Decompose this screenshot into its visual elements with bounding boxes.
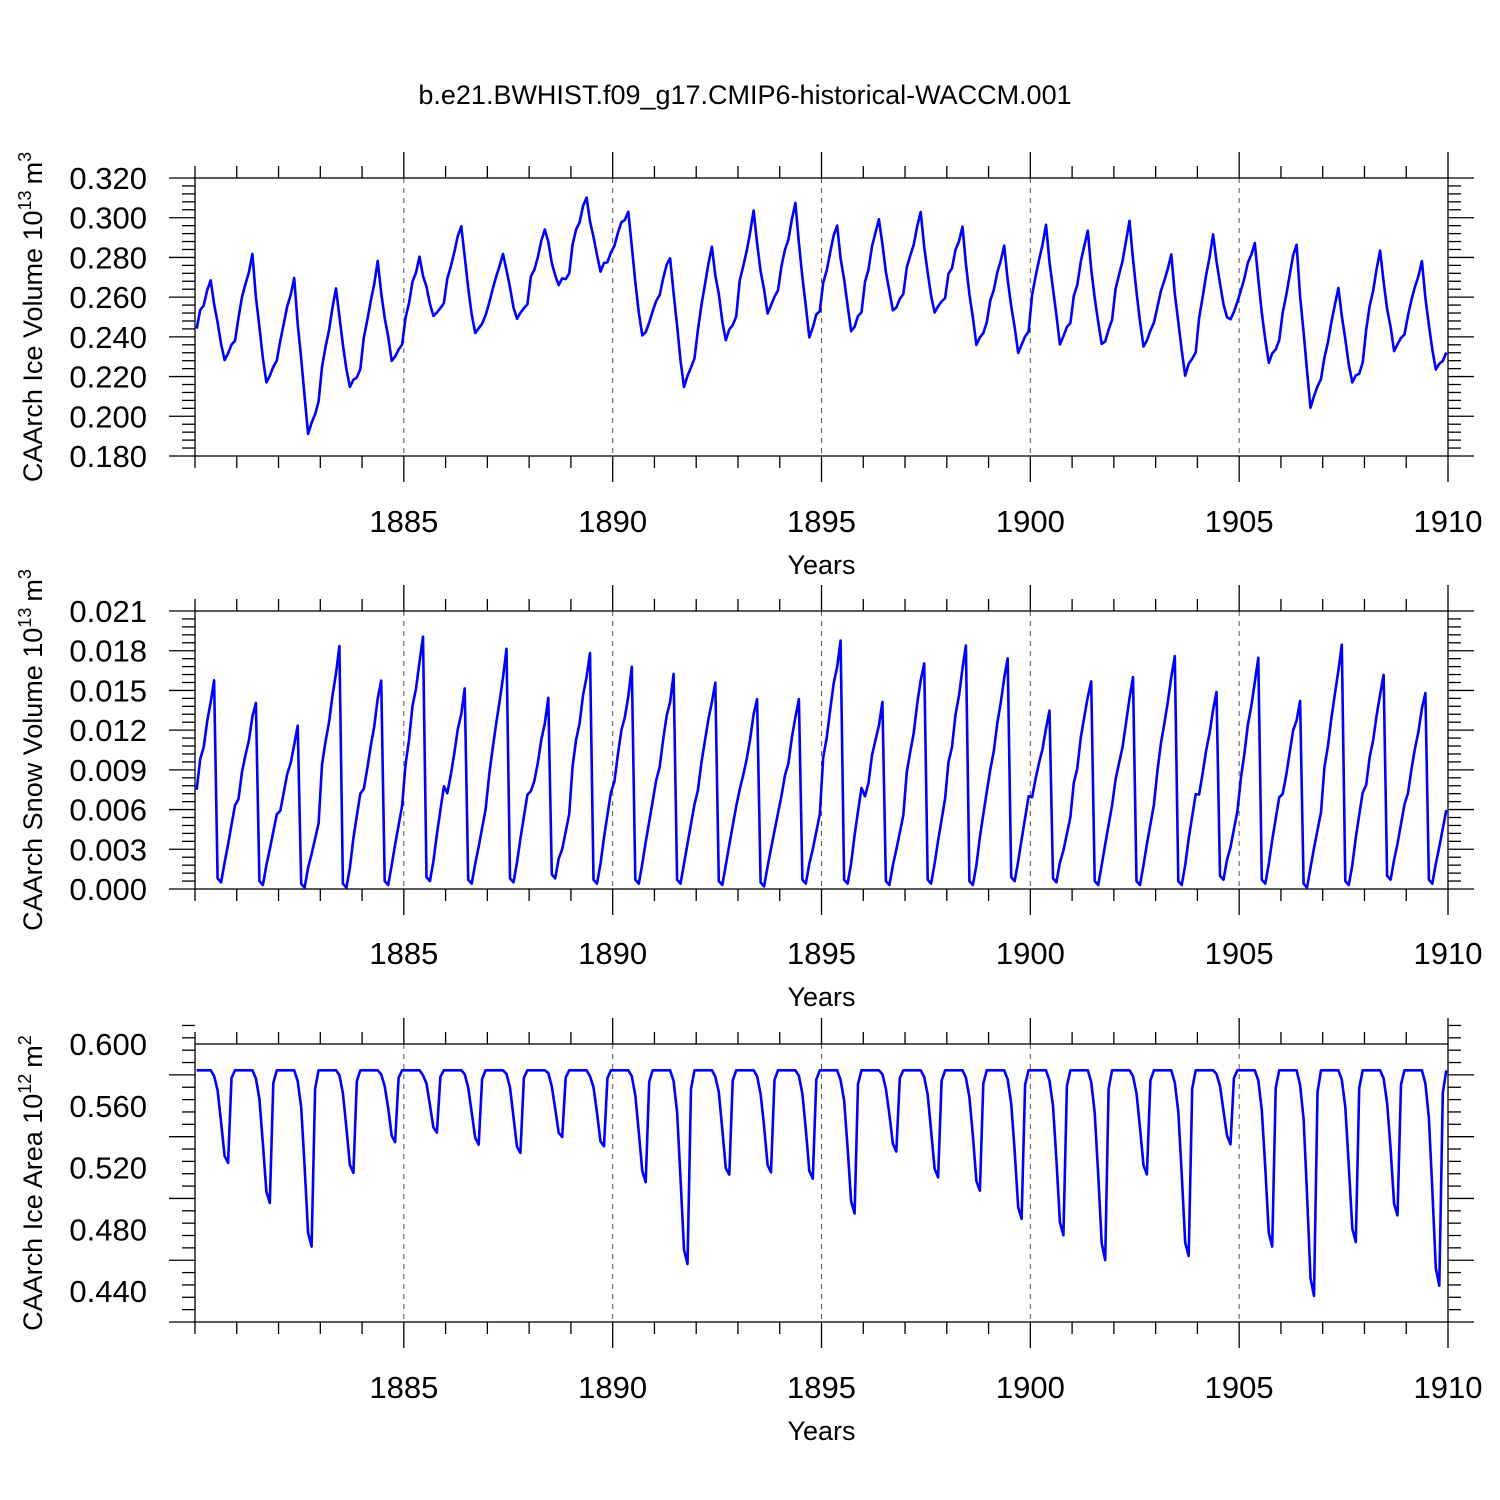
y-tick-label: 0.200 [69,399,147,434]
y-tick-label: 0.600 [69,1027,147,1062]
x-tick-label: 1910 [1414,936,1483,971]
y-axis-label: CAArch Snow Volume 1013 m3 [15,569,48,931]
ice-area-panel: 0.440 0.480 0.520 0.560 0.600 1885 1890 1895 190… [15,1018,1482,1446]
y-tick-label: 0.240 [69,320,147,355]
y-axis-label: CAArch Ice Volume 1013 m3 [15,152,48,482]
x-tick-label: 1905 [1205,936,1274,971]
y-tick-label: 0.018 [69,634,147,669]
y-axis-label-unit-exponent: 3 [15,152,35,162]
x-tick-label: 1895 [787,1370,856,1405]
y-axis-label-exponent: 13 [15,608,35,628]
y-tick-label: 0.220 [69,360,147,395]
y-tick-label: 0.012 [69,713,147,748]
x-tick-label: 1905 [1205,504,1274,539]
series-line [195,196,1448,436]
x-tick-label: 1895 [787,504,856,539]
y-axis-label-unit: m [18,162,48,185]
y-axis-label-unit: m [18,579,48,602]
x-tick-label: 1885 [369,1370,438,1405]
y-axis-label-unit-exponent: 2 [15,1035,35,1045]
x-axis-label: Years [787,982,855,1012]
y-axis-label: CAArch Ice Area 1012 m2 [15,1035,48,1331]
y-tick-label: 0.480 [69,1212,147,1247]
y-tick-label: 0.280 [69,240,147,275]
y-axis-label-base: CAArch Ice Area 10 [18,1094,48,1331]
series-line [196,1069,1448,1298]
x-tick-label: 1885 [369,936,438,971]
ice-volume-panel: 0.180 0.200 0.220 0.240 0.260 0.280 0.300 0.320… [15,152,1482,580]
x-tick-label: 1890 [578,936,647,971]
x-tick-label: 1900 [996,1370,1065,1405]
y-tick-label: 0.015 [69,673,147,708]
x-tick-label: 1890 [578,504,647,539]
x-tick-label: 1885 [369,504,438,539]
x-tick-label: 1890 [578,1370,647,1405]
y-tick-label: 0.003 [69,832,147,867]
y-axis-label-unit: m [18,1045,48,1068]
y-tick-label: 0.009 [69,753,147,788]
y-axis-label-unit-exponent: 3 [15,569,35,579]
x-tick-label: 1910 [1414,504,1483,539]
y-tick-label: 0.260 [69,280,147,315]
y-axis-label-base: CAArch Ice Volume 10 [18,210,48,482]
y-tick-label: 0.560 [69,1089,147,1124]
y-axis-label-exponent: 13 [15,190,35,210]
series-line [195,635,1448,889]
x-tick-label: 1895 [787,936,856,971]
y-tick-label: 0.520 [69,1151,147,1186]
y-axis-label-base: CAArch Snow Volume 10 [18,628,48,931]
x-tick-label: 1905 [1205,1370,1274,1405]
x-tick-label: 1910 [1414,1370,1483,1405]
y-tick-label: 0.320 [69,161,147,196]
snow-volume-panel: 0.000 0.003 0.006 0.009 0.012 0.015 0.018 0.021… [15,569,1482,1012]
y-tick-label: 0.021 [69,594,147,629]
x-axis-label: Years [787,550,855,580]
x-tick-label: 1900 [996,504,1065,539]
y-tick-label: 0.440 [69,1274,147,1309]
x-axis-label: Years [787,1416,855,1446]
y-tick-label: 0.180 [69,439,147,474]
y-tick-label: 0.006 [69,793,147,828]
y-tick-label: 0.300 [69,201,147,236]
x-tick-label: 1900 [996,936,1065,971]
y-tick-label: 0.000 [69,872,147,907]
chart-title: b.e21.BWHIST.f09_g17.CMIP6-historical-WA… [418,80,1071,110]
y-axis-label-exponent: 12 [15,1074,35,1094]
